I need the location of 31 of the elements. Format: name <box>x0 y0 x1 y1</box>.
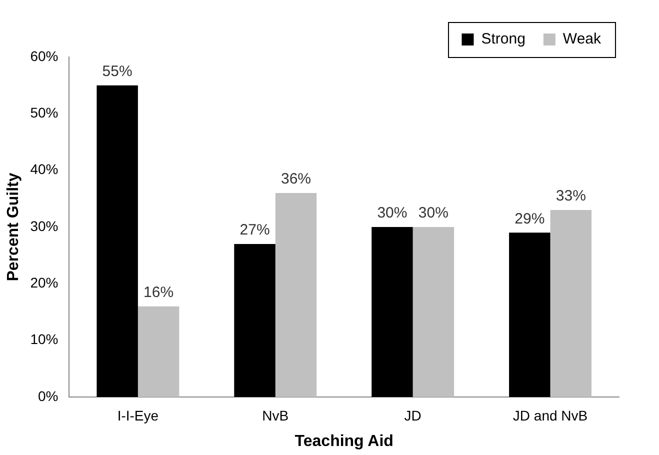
y-tick-label: 40% <box>30 161 58 178</box>
x-axis-title: Teaching Aid <box>294 432 394 450</box>
bar <box>372 227 413 397</box>
y-axis-title: Percent Guilty <box>5 172 22 282</box>
bar <box>550 210 592 397</box>
x-tick-label: JD and NvB <box>512 407 588 424</box>
y-tick-label: 20% <box>30 274 58 291</box>
data-label: 36% <box>280 170 312 188</box>
data-label: 29% <box>514 210 545 228</box>
data-label: 55% <box>102 62 132 80</box>
bar <box>412 227 454 397</box>
y-tick-label: 0% <box>38 388 58 404</box>
y-tick-label: 60% <box>30 48 58 64</box>
x-tick-label: I-I-Eye <box>117 407 159 424</box>
data-label: 27% <box>240 222 270 239</box>
y-tick-label: 50% <box>30 104 58 121</box>
bar <box>275 193 317 397</box>
legend-label: Weak <box>562 30 602 48</box>
data-label: 30% <box>377 204 408 222</box>
bar <box>96 85 138 397</box>
bar <box>234 244 276 397</box>
x-tick-label: NvB <box>262 407 289 424</box>
y-tick-label: 30% <box>30 218 58 234</box>
legend-label: Strong <box>481 30 526 48</box>
data-label: 16% <box>144 284 174 301</box>
data-label: 30% <box>418 204 448 222</box>
bar <box>138 306 180 397</box>
data-label: 33% <box>556 188 586 205</box>
y-tick-label: 10% <box>30 331 58 348</box>
x-tick-label: JD <box>404 407 422 424</box>
bar <box>509 232 550 397</box>
